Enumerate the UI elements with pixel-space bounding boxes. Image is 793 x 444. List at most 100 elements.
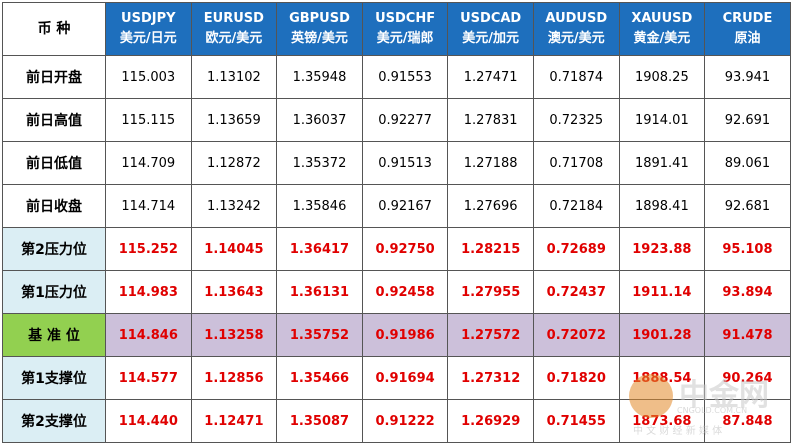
- price-cell: 114.983: [105, 270, 192, 314]
- price-cell: 1.27471: [447, 55, 534, 99]
- price-cell: 1.36131: [276, 270, 363, 314]
- price-cell: 1.12471: [190, 399, 278, 443]
- price-cell: 115.115: [105, 98, 192, 142]
- price-cell: 93.894: [704, 270, 791, 314]
- price-cell: 114.846: [105, 313, 192, 357]
- column-pair: 美元/日元: [119, 31, 177, 46]
- price-cell: 114.714: [105, 184, 192, 228]
- price-cell: 114.709: [105, 141, 192, 185]
- price-cell: 89.061: [704, 141, 791, 185]
- row-label: 第1支撑位: [2, 356, 106, 400]
- price-cell: 1.26929: [447, 399, 534, 443]
- price-cell: 1914.01: [618, 98, 706, 142]
- price-cell: 1.35846: [276, 184, 363, 228]
- price-cell: 0.92458: [361, 270, 449, 314]
- price-cell: 0.71874: [532, 55, 620, 99]
- column-header: USDCAD 美元/加元: [447, 2, 534, 56]
- column-code: USDCAD: [460, 11, 522, 26]
- corner-cell: 币 种: [2, 2, 106, 56]
- price-cell: 0.91222: [361, 399, 449, 443]
- column-pair: 欧元/美元: [205, 31, 263, 46]
- column-code: AUDUSD: [545, 11, 608, 26]
- price-cell: 1888.54: [618, 356, 706, 400]
- price-cell: 1.13102: [190, 55, 278, 99]
- column-pair: 澳元/美元: [547, 31, 605, 46]
- column-header: USDJPY 美元/日元: [105, 2, 192, 56]
- row-label: 前日低值: [2, 141, 106, 185]
- price-cell: 0.91553: [361, 55, 449, 99]
- row-label: 前日高值: [2, 98, 106, 142]
- price-cell: 1898.41: [618, 184, 706, 228]
- price-cell: 92.681: [704, 184, 791, 228]
- price-cell: 1.12872: [190, 141, 278, 185]
- column-code: GBPUSD: [289, 11, 350, 26]
- price-cell: 115.003: [105, 55, 192, 99]
- price-cell: 1.27312: [447, 356, 534, 400]
- price-cell: 0.72072: [532, 313, 620, 357]
- column-code: XAUUSD: [631, 11, 693, 26]
- price-cell: 90.264: [704, 356, 791, 400]
- price-cell: 1.13258: [190, 313, 278, 357]
- price-cell: 1891.41: [618, 141, 706, 185]
- price-cell: 1.35948: [276, 55, 363, 99]
- column-pair: 黄金/美元: [633, 31, 691, 46]
- price-cell: 0.92167: [361, 184, 449, 228]
- price-cell: 93.941: [704, 55, 791, 99]
- price-cell: 1.27188: [447, 141, 534, 185]
- column-code: EURUSD: [203, 11, 264, 26]
- column-pair: 美元/瑞郎: [376, 31, 434, 46]
- row-label: 第2支撑位: [2, 399, 106, 443]
- column-header: AUDUSD 澳元/美元: [532, 2, 620, 56]
- price-cell: 1.36417: [276, 227, 363, 271]
- row-label: 第2压力位: [2, 227, 106, 271]
- price-cell: 1.35372: [276, 141, 363, 185]
- price-cell: 0.72184: [532, 184, 620, 228]
- column-header: CRUDE 原油: [704, 2, 791, 56]
- price-cell: 1873.68: [618, 399, 706, 443]
- price-cell: 1.14045: [190, 227, 278, 271]
- price-cell: 1.27955: [447, 270, 534, 314]
- price-cell: 0.92277: [361, 98, 449, 142]
- price-cell: 114.440: [105, 399, 192, 443]
- price-cell: 0.91986: [361, 313, 449, 357]
- price-cell: 1.35752: [276, 313, 363, 357]
- column-pair: 美元/加元: [462, 31, 520, 46]
- column-pair: 原油: [734, 31, 761, 46]
- table-row: 前日高值 115.115 1.13659 1.36037 0.92277 1.27831 0…: [2, 98, 791, 142]
- price-cell: 114.577: [105, 356, 192, 400]
- column-code: USDCHF: [375, 11, 436, 26]
- price-cell: 1901.28: [618, 313, 706, 357]
- price-cell: 1.35087: [276, 399, 363, 443]
- price-cell: 1908.25: [618, 55, 706, 99]
- row-label: 前日开盘: [2, 55, 106, 99]
- table-row: 前日低值 114.709 1.12872 1.35372 0.91513 1.27188 0…: [2, 141, 791, 185]
- price-cell: 1.13242: [190, 184, 278, 228]
- row-label: 基 准 位: [2, 313, 106, 357]
- price-cell: 1.35466: [276, 356, 363, 400]
- column-header: XAUUSD 黄金/美元: [618, 2, 706, 56]
- price-cell: 115.252: [105, 227, 192, 271]
- price-cell: 1.13659: [190, 98, 278, 142]
- price-cell: 0.91513: [361, 141, 449, 185]
- row-label: 第1压力位: [2, 270, 106, 314]
- price-cell: 0.71455: [532, 399, 620, 443]
- column-header: USDCHF 美元/瑞郎: [361, 2, 449, 56]
- table-row: 第2压力位 115.252 1.14045 1.36417 0.92750 1.28215…: [2, 227, 791, 271]
- table-row: 前日开盘 115.003 1.13102 1.35948 0.91553 1.27471 0…: [2, 55, 791, 99]
- price-cell: 0.72689: [532, 227, 620, 271]
- price-cell: 0.92750: [361, 227, 449, 271]
- price-cell: 0.72325: [532, 98, 620, 142]
- price-cell: 95.108: [704, 227, 791, 271]
- price-cell: 92.691: [704, 98, 791, 142]
- price-cell: 0.91694: [361, 356, 449, 400]
- column-code: CRUDE: [722, 11, 773, 26]
- price-cell: 1911.14: [618, 270, 706, 314]
- table-row: 第1压力位 114.983 1.13643 1.36131 0.92458 1.27955…: [2, 270, 791, 314]
- price-cell: 1.27572: [447, 313, 534, 357]
- price-cell: 87.848: [704, 399, 791, 443]
- price-cell: 1.27696: [447, 184, 534, 228]
